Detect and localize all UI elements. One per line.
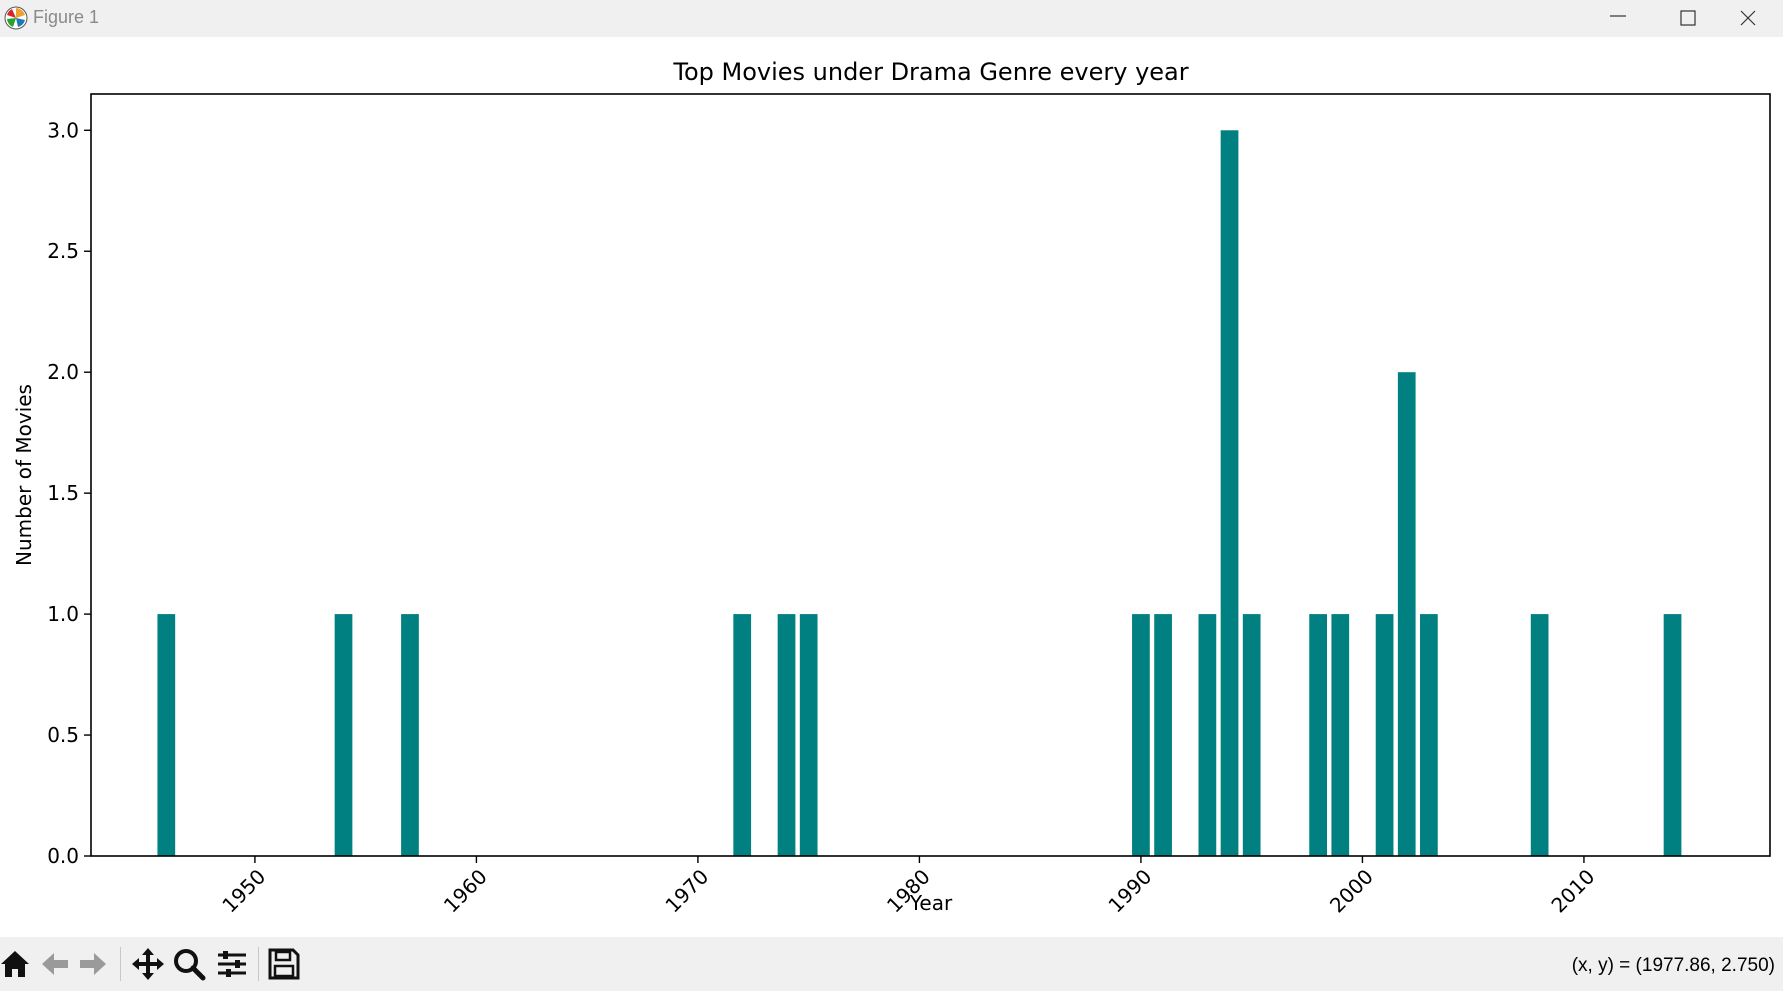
x-tick-label: 1990: [1103, 864, 1156, 917]
bar-1994: [1220, 130, 1239, 856]
bar-1999: [1331, 614, 1350, 856]
zoom-button[interactable]: [170, 945, 208, 983]
bar-2001: [1375, 614, 1394, 856]
minimize-icon: [1610, 15, 1626, 17]
bar-2002: [1397, 372, 1416, 856]
toolbar-separator: [258, 947, 259, 981]
x-tick-label: 2010: [1546, 864, 1599, 917]
bars-group: [157, 130, 1682, 856]
home-button[interactable]: [0, 945, 34, 983]
y-tick-label: 0.5: [47, 723, 79, 747]
bar-1998: [1309, 614, 1327, 856]
figure-canvas[interactable]: Top Movies under Drama Genre every year …: [0, 37, 1783, 937]
bar-1991: [1154, 614, 1172, 856]
x-tick-label: 2000: [1325, 864, 1378, 917]
y-tick-label: 1.5: [47, 481, 79, 505]
close-icon: [1740, 10, 1756, 26]
bar-2003: [1420, 614, 1438, 856]
cursor-coordinates: (x, y) = (1977.86, 2.750): [1571, 955, 1775, 976]
bar-1957: [401, 614, 419, 856]
configure-subplots-icon: [218, 951, 246, 977]
window-title: Figure 1: [33, 7, 100, 27]
back-button[interactable]: [36, 945, 74, 983]
back-icon: [42, 953, 68, 975]
y-tick-label: 2.0: [47, 360, 79, 384]
toolbar-separator: [120, 947, 121, 981]
pan-icon: [132, 948, 164, 980]
zoom-icon: [174, 949, 206, 981]
close-button[interactable]: [1713, 0, 1783, 37]
pan-button[interactable]: [129, 945, 167, 983]
save-icon: [268, 948, 300, 980]
y-tick-label: 2.5: [47, 239, 79, 263]
forward-button[interactable]: [74, 945, 112, 983]
y-axis: 0.0 0.5 1.0 1.5 2.0 2.5 3.0: [47, 118, 91, 868]
y-tick-label: 0.0: [47, 844, 79, 868]
x-tick-label: 1970: [660, 864, 713, 917]
y-tick-label: 3.0: [47, 118, 79, 142]
bar-1946: [157, 614, 176, 856]
x-axis-label: Year: [909, 891, 953, 915]
bar-1993: [1198, 614, 1217, 856]
bar-1990: [1132, 614, 1150, 856]
bar-2008: [1530, 614, 1549, 856]
axes-frame: [90, 93, 1771, 857]
matplotlib-logo-icon: [4, 6, 28, 30]
y-axis-label: Number of Movies: [12, 384, 36, 566]
maximize-button[interactable]: [1653, 0, 1723, 37]
maximize-icon: [1680, 10, 1696, 26]
navigation-toolbar: (x, y) = (1977.86, 2.750): [0, 937, 1783, 991]
minimize-button[interactable]: [1583, 0, 1653, 37]
y-tick-label: 1.0: [47, 602, 79, 626]
window-titlebar: Figure 1: [0, 0, 1783, 37]
bar-1975: [799, 614, 818, 856]
bar-1974: [777, 614, 796, 856]
x-tick-label: 1960: [439, 864, 492, 917]
configure-subplots-button[interactable]: [213, 945, 251, 983]
x-tick-label: 1950: [217, 864, 270, 917]
bar-1972: [733, 614, 752, 856]
bar-chart: Top Movies under Drama Genre every year …: [12, 58, 1771, 917]
home-icon: [1, 951, 29, 977]
bar-1954: [334, 614, 353, 856]
forward-icon: [80, 953, 106, 975]
save-button[interactable]: [265, 945, 303, 983]
bar-2014: [1663, 614, 1682, 856]
chart-title: Top Movies under Drama Genre every year: [672, 58, 1188, 86]
bar-1995: [1242, 614, 1261, 856]
x-axis: 1950 1960 1970 1980 1990 2000 2010: [217, 856, 1599, 917]
